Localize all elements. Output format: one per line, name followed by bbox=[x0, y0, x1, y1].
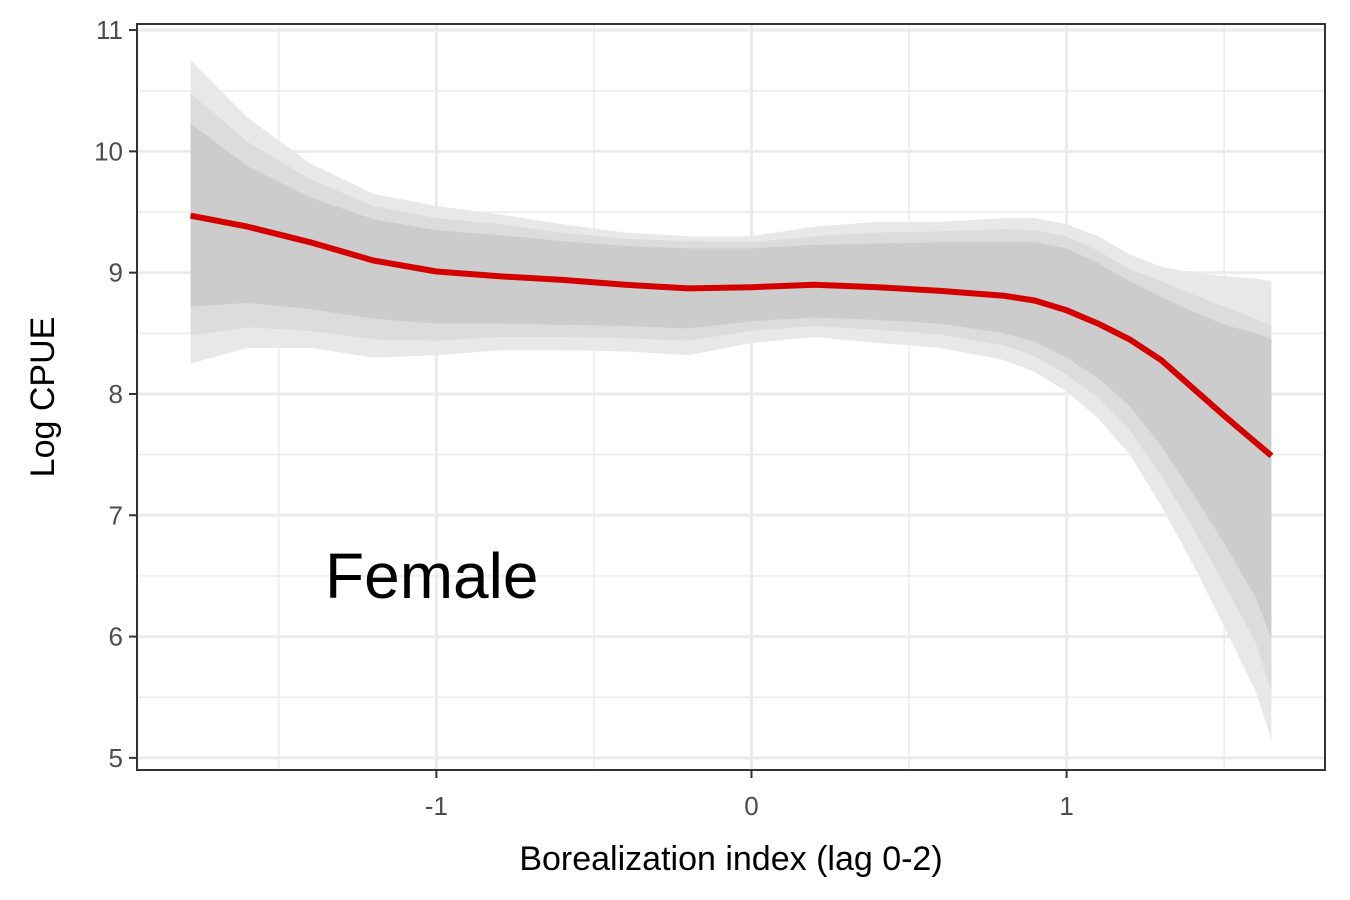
y-axis: 5 6 7 8 9 10 11 bbox=[94, 15, 137, 773]
x-tick-label: -1 bbox=[425, 791, 448, 821]
x-tick-label: 0 bbox=[744, 791, 758, 821]
x-tick-label: 1 bbox=[1059, 791, 1073, 821]
x-axis-title: Borealization index (lag 0-2) bbox=[519, 840, 942, 878]
y-tick-label: 9 bbox=[109, 258, 123, 288]
confidence-band-inner bbox=[190, 123, 1272, 639]
y-tick-label: 7 bbox=[109, 500, 123, 530]
annotation-label: Female bbox=[325, 540, 538, 612]
y-tick-label: 11 bbox=[96, 15, 123, 45]
y-tick-label: 6 bbox=[109, 622, 123, 652]
y-tick-label: 8 bbox=[109, 379, 123, 409]
y-axis-title: Log CPUE bbox=[24, 317, 62, 478]
confidence-bands bbox=[190, 60, 1272, 740]
panel-border bbox=[136, 23, 1326, 771]
series-lines bbox=[190, 212, 1274, 459]
y-tick-label: 5 bbox=[109, 743, 123, 773]
series-line bbox=[190, 212, 1274, 459]
y-tick-label: 10 bbox=[94, 136, 123, 166]
x-axis: -1 0 1 bbox=[425, 770, 1074, 821]
